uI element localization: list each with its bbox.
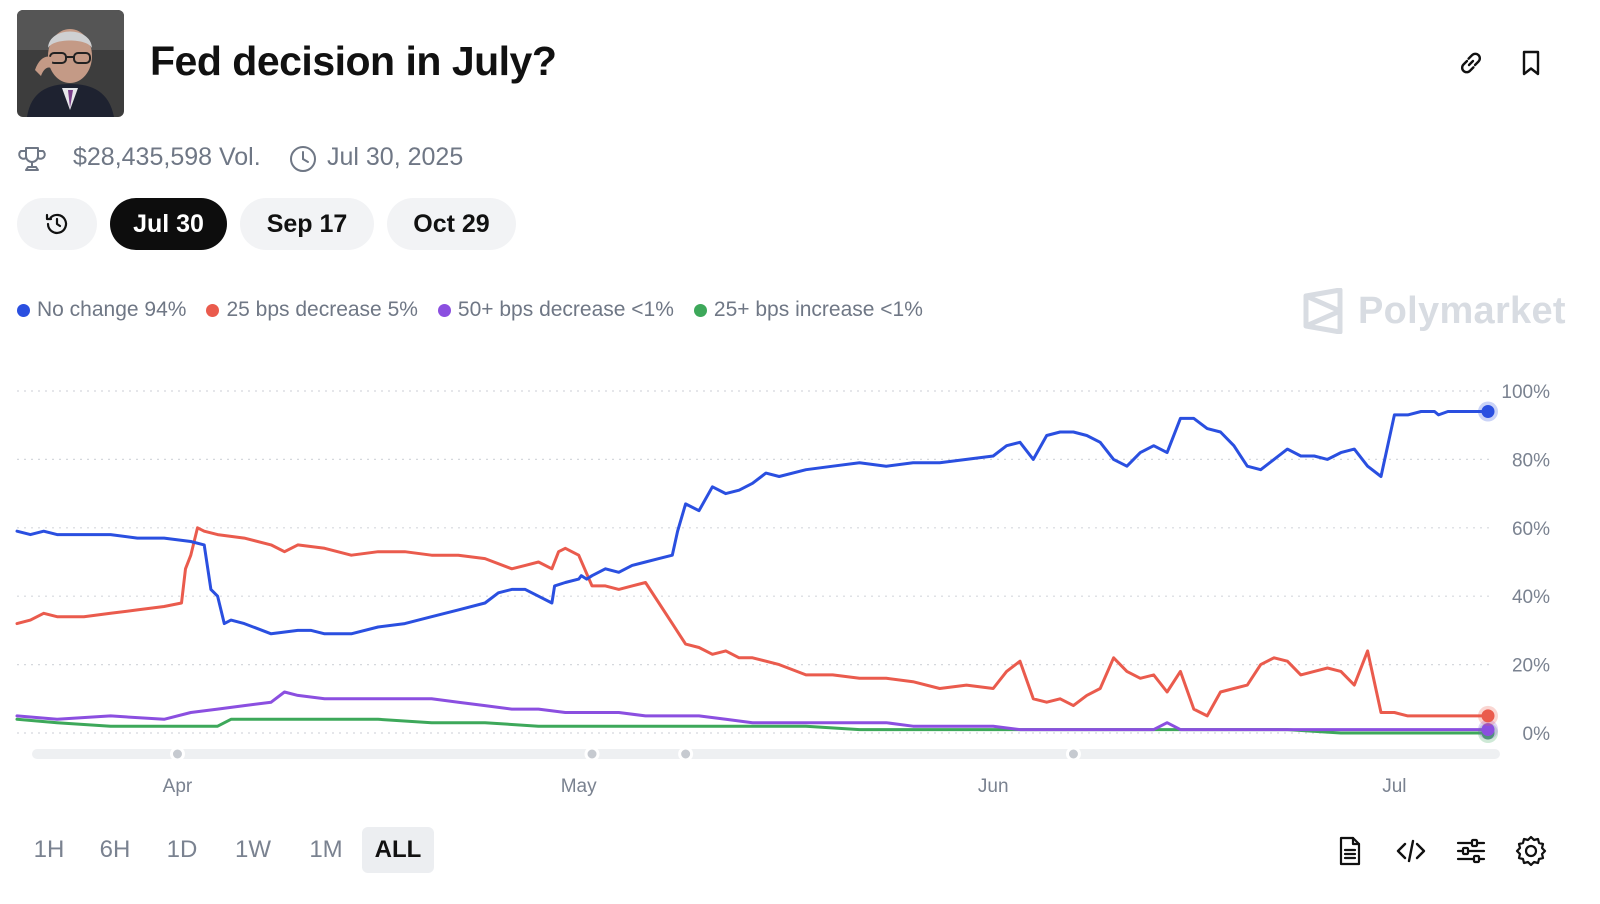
timeline-marker: [584, 746, 600, 762]
y-tick-label: 0%: [1523, 724, 1551, 745]
legend-dot: [437, 303, 451, 317]
person-photo-avatar: [17, 10, 124, 117]
legend-item-25bps-decrease[interactable]: 25 bps decrease 5%: [206, 298, 418, 322]
series-endpoint: [1481, 709, 1495, 723]
legend-item-25bps-increase[interactable]: 25+ bps increase <1%: [693, 298, 923, 322]
y-tick-label: 20%: [1512, 656, 1550, 677]
series-line-no-change: [15, 410, 1490, 636]
y-tick-label: 100%: [1501, 382, 1550, 403]
range-1m-button[interactable]: 1M: [309, 836, 343, 863]
chart-legend: No change 94% 25 bps decrease 5% 50+ bps…: [17, 298, 923, 322]
tab-sep-17[interactable]: Sep 17: [240, 198, 374, 250]
market-avatar: [17, 10, 124, 117]
legend-dot: [17, 303, 30, 317]
x-tick-label: Jun: [978, 776, 1009, 797]
range-1d-button[interactable]: 1D: [166, 836, 198, 863]
trophy-icon: [18, 147, 46, 171]
link-icon[interactable]: [1456, 48, 1486, 78]
legend-item-no-change[interactable]: No change 94%: [17, 298, 186, 322]
history-icon: [45, 213, 68, 234]
clock-icon: [290, 146, 316, 172]
history-button[interactable]: [17, 198, 97, 250]
range-1h-button[interactable]: 1H: [33, 836, 65, 863]
x-tick-label: Apr: [163, 776, 193, 797]
series-endpoint: [1481, 723, 1495, 737]
timeline-marker: [678, 746, 694, 762]
legend-dot: [693, 303, 707, 317]
y-tick-label: 80%: [1512, 450, 1550, 471]
range-1w-button[interactable]: 1W: [235, 836, 271, 863]
price-history-chart[interactable]: 0% 20% 40% 60% 80% 100% Apr May Jun Jul: [0, 370, 1600, 810]
legend-dot: [206, 303, 220, 317]
legend-label: 50+ bps decrease <1%: [457, 298, 674, 321]
document-icon[interactable]: [1334, 835, 1366, 867]
polymarket-logo-icon: [1303, 288, 1343, 334]
volume-text: $28,435,598 Vol.: [73, 143, 261, 171]
code-icon[interactable]: [1395, 835, 1427, 867]
gear-icon[interactable]: [1515, 835, 1547, 867]
end-date-text: Jul 30, 2025: [327, 143, 464, 171]
page-title: Fed decision in July?: [150, 38, 557, 84]
tab-jul-30[interactable]: Jul 30: [110, 198, 227, 250]
legend-item-50bps-decrease[interactable]: 50+ bps decrease <1%: [437, 298, 674, 322]
polymarket-watermark: Polymarket: [1302, 288, 1566, 334]
y-tick-label: 40%: [1512, 587, 1550, 608]
series-line-50bps-decrease: [15, 690, 1490, 732]
y-tick-label: 60%: [1512, 519, 1550, 540]
series-endpoint: [1481, 405, 1495, 419]
series-line-25bps-decrease: [15, 526, 1490, 718]
range-6h-button[interactable]: 6H: [99, 836, 131, 863]
sliders-icon[interactable]: [1455, 835, 1487, 867]
legend-label: No change 94%: [37, 298, 187, 321]
brand-name: Polymarket: [1358, 289, 1566, 332]
range-all-button[interactable]: ALL: [362, 827, 434, 873]
timeline-marker: [1065, 746, 1081, 762]
tab-oct-29[interactable]: Oct 29: [387, 198, 516, 250]
x-tick-label: Jul: [1382, 776, 1406, 797]
bookmark-icon[interactable]: [1516, 48, 1546, 78]
legend-label: 25 bps decrease 5%: [226, 298, 418, 321]
legend-label: 25+ bps increase <1%: [713, 298, 923, 321]
x-tick-label: May: [561, 776, 597, 797]
timeline-marker: [169, 746, 185, 762]
